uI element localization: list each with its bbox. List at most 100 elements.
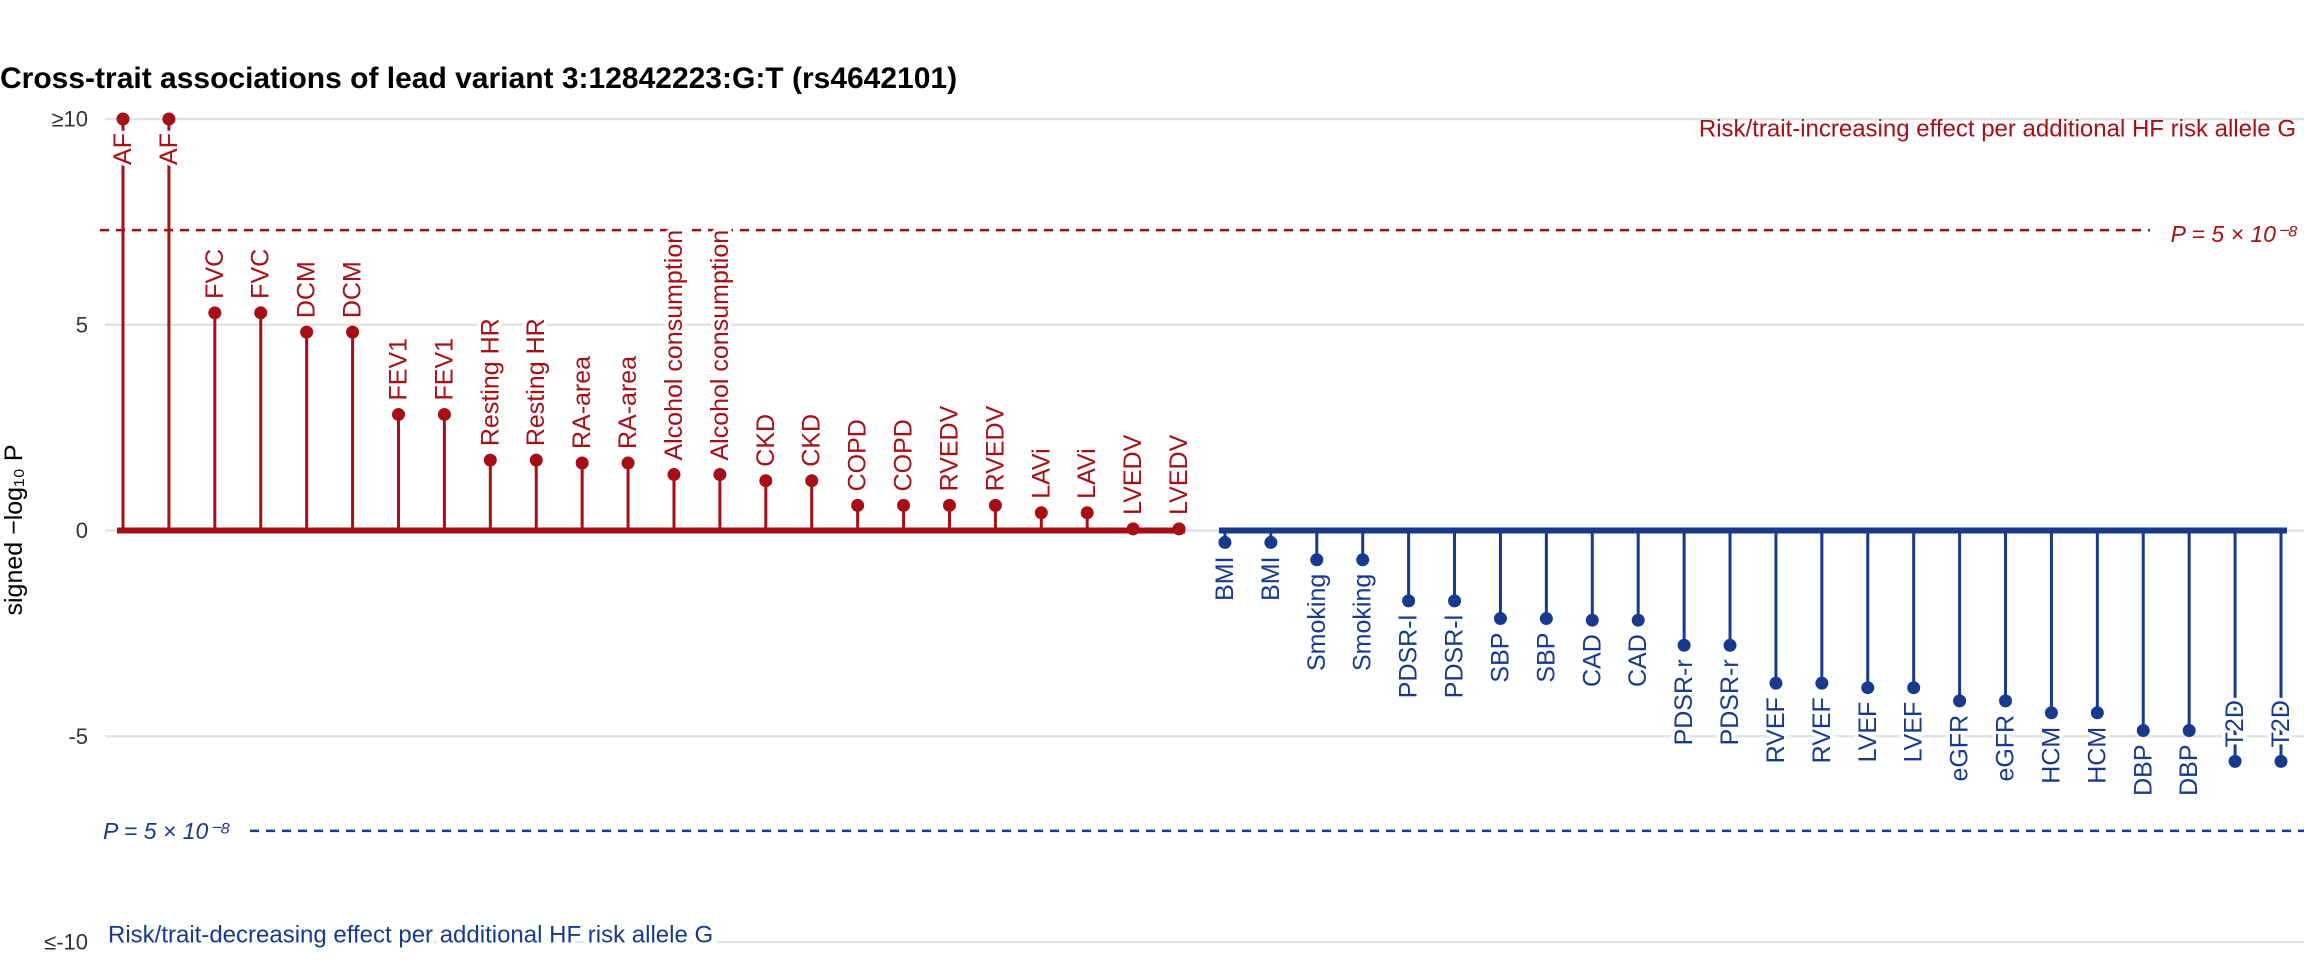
dot bbox=[2274, 754, 2288, 768]
dot bbox=[575, 456, 589, 470]
dot bbox=[1356, 553, 1370, 567]
dot bbox=[1769, 676, 1783, 690]
category-label: Smoking bbox=[1349, 574, 1377, 671]
dot bbox=[1126, 522, 1140, 536]
dot bbox=[346, 325, 360, 339]
threshold-label: P = 5 × 10⁻⁸ bbox=[2171, 221, 2298, 247]
category-label: RVEDV bbox=[981, 405, 1009, 491]
dot bbox=[1493, 612, 1507, 626]
category-label: HCM bbox=[2037, 727, 2065, 784]
category-label: CAD bbox=[1624, 634, 1652, 687]
dot bbox=[2136, 723, 2150, 737]
dot bbox=[1539, 612, 1553, 626]
y-tick-label: 5 bbox=[76, 312, 88, 337]
category-label: Smoking bbox=[1303, 574, 1331, 671]
category-label: LAVi bbox=[1027, 448, 1055, 499]
category-label: DBP bbox=[2129, 744, 2157, 795]
dot bbox=[2228, 754, 2242, 768]
dot bbox=[942, 498, 956, 512]
y-tick-label: 0 bbox=[76, 518, 88, 543]
dot bbox=[529, 453, 543, 467]
category-label: AF bbox=[155, 133, 183, 165]
dot bbox=[988, 498, 1002, 512]
category-label: PDSR-l bbox=[1395, 615, 1423, 698]
dot bbox=[713, 468, 727, 482]
category-label: Resting HR bbox=[476, 318, 504, 446]
category-label: CAD bbox=[1578, 634, 1606, 687]
category-label: LVEF bbox=[1854, 702, 1882, 763]
dot bbox=[2182, 723, 2196, 737]
category-label: CKD bbox=[798, 414, 826, 467]
dot bbox=[897, 498, 911, 512]
dot bbox=[300, 325, 314, 339]
dot bbox=[851, 498, 865, 512]
dot bbox=[759, 474, 773, 488]
dot bbox=[1815, 676, 1829, 690]
category-label: Alcohol consumption bbox=[660, 230, 688, 461]
category-label: FEV1 bbox=[430, 338, 458, 401]
dot bbox=[483, 453, 497, 467]
category-label: LVEF bbox=[1900, 702, 1928, 763]
dot bbox=[667, 468, 681, 482]
dot bbox=[116, 112, 130, 126]
category-label: Alcohol consumption bbox=[706, 230, 734, 461]
threshold-label: P = 5 × 10⁻⁸ bbox=[103, 818, 230, 844]
dot bbox=[1264, 535, 1278, 549]
category-label: BMI bbox=[1211, 556, 1239, 600]
category-label: CKD bbox=[752, 414, 780, 467]
category-label: LVEDV bbox=[1119, 434, 1147, 514]
category-label: PDSR-l bbox=[1441, 615, 1469, 698]
category-label: COPD bbox=[890, 419, 918, 491]
dot bbox=[391, 407, 405, 421]
category-label: DCM bbox=[293, 261, 321, 318]
dot bbox=[1310, 553, 1324, 567]
category-label: RVEF bbox=[1808, 697, 1836, 763]
dot bbox=[1723, 638, 1737, 652]
dot bbox=[1861, 681, 1875, 695]
category-label: PDSR-r bbox=[1670, 659, 1698, 745]
category-label: Resting HR bbox=[522, 318, 550, 446]
category-label: PDSR-r bbox=[1716, 659, 1744, 745]
dot bbox=[2090, 706, 2104, 720]
dot bbox=[1953, 694, 1967, 708]
category-label: FEV1 bbox=[384, 338, 412, 401]
category-label: RVEDV bbox=[935, 405, 963, 491]
dot bbox=[805, 474, 819, 488]
dot bbox=[1907, 681, 1921, 695]
dot bbox=[162, 112, 176, 126]
y-tick-label: -5 bbox=[68, 724, 88, 749]
dot bbox=[1448, 594, 1462, 608]
dot bbox=[1585, 613, 1599, 627]
dot bbox=[437, 407, 451, 421]
dot bbox=[621, 456, 635, 470]
category-label: T2D bbox=[2267, 700, 2295, 747]
dot bbox=[1402, 594, 1416, 608]
category-label: T2D bbox=[2221, 700, 2249, 747]
category-label: eGFR bbox=[1992, 715, 2020, 782]
category-label: DCM bbox=[339, 261, 367, 318]
y-axis-label: signed −log₁₀ P bbox=[0, 444, 28, 615]
dot bbox=[1080, 506, 1094, 520]
category-label: HCM bbox=[2083, 727, 2111, 784]
dot bbox=[1677, 638, 1691, 652]
annotation: Risk/trait-decreasing effect per additio… bbox=[108, 922, 713, 949]
category-label: DBP bbox=[2175, 744, 2203, 795]
dot bbox=[1034, 506, 1048, 520]
category-label: RA-area bbox=[614, 356, 642, 449]
dot bbox=[2044, 706, 2058, 720]
category-label: LAVi bbox=[1073, 448, 1101, 499]
category-label: FVC bbox=[247, 249, 275, 299]
category-label: RVEF bbox=[1762, 697, 1790, 763]
category-label: FVC bbox=[201, 249, 229, 299]
category-label: LVEDV bbox=[1165, 434, 1193, 514]
category-label: RA-area bbox=[568, 356, 596, 449]
chart-title: Cross-trait associations of lead variant… bbox=[0, 62, 957, 95]
dot bbox=[254, 306, 268, 320]
dot bbox=[1218, 535, 1232, 549]
annotation: Risk/trait-increasing effect per additio… bbox=[1699, 116, 2296, 143]
category-label: AF bbox=[109, 133, 137, 165]
category-label: COPD bbox=[844, 419, 872, 491]
y-tick-label: ≥10 bbox=[51, 107, 88, 132]
dot bbox=[208, 306, 222, 320]
